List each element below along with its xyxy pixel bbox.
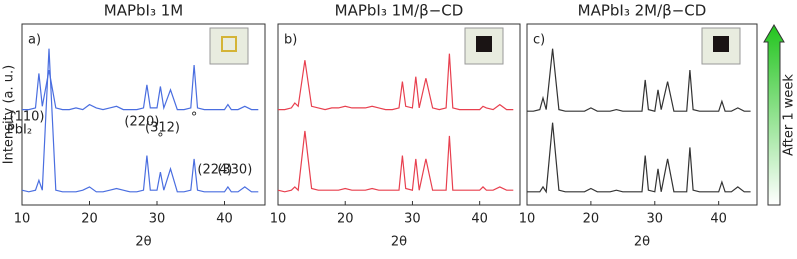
panel-label: a) — [28, 33, 41, 48]
inset-film — [713, 36, 729, 52]
x-tick-label: 30 — [149, 212, 166, 227]
x-tick-label: 30 — [404, 212, 421, 227]
chart-title: MAPbI₃ 1M/β−CD — [335, 2, 464, 20]
peak-annotation: ° — [191, 111, 198, 126]
x-tick-label: 40 — [710, 212, 727, 227]
chart-title: MAPbI₃ 2M/β−CD — [578, 2, 707, 20]
y-axis-label: Intensity (a. u.) — [2, 65, 17, 164]
x-tick-label: 10 — [519, 212, 536, 227]
peak-annotation: (312) — [145, 121, 180, 136]
x-tick-label: 20 — [81, 212, 98, 227]
x-tick-label: 20 — [583, 212, 600, 227]
panel-label: b) — [284, 33, 297, 48]
inset-film — [476, 36, 492, 52]
x-axis-label: 2θ — [135, 235, 151, 250]
peak-annotation: (220) — [124, 115, 159, 130]
plot-frame — [277, 23, 521, 206]
plot-frame — [21, 23, 266, 206]
spectrum-line — [278, 53, 514, 111]
x-tick-label: 10 — [14, 212, 31, 227]
spectrum-line — [277, 130, 514, 193]
peak-annotation: (110) — [10, 110, 45, 125]
peak-annotation: ° — [157, 132, 164, 147]
peak-annotation: (330) — [217, 163, 252, 178]
x-tick-label: 40 — [216, 212, 233, 227]
inset-film — [221, 36, 237, 52]
spectrum-line — [22, 65, 259, 111]
spectrum-line — [527, 122, 751, 194]
x-tick-label: 40 — [471, 212, 488, 227]
x-tick-label: 10 — [270, 212, 287, 227]
x-tick-label: 20 — [337, 212, 354, 227]
x-axis-label: 2θ — [634, 235, 650, 250]
arrow-label: After 1 week — [782, 74, 797, 156]
chart-title: MAPbI₃ 1M — [104, 2, 183, 20]
spectrum-line — [527, 48, 751, 112]
time-arrow — [763, 24, 785, 206]
peak-annotation: PbI₂ — [7, 123, 32, 138]
spectrum-line — [21, 48, 259, 193]
inset-photo — [209, 27, 249, 65]
x-tick-label: 30 — [647, 212, 664, 227]
panel-label: c) — [533, 33, 545, 48]
plot-frame — [526, 23, 758, 206]
x-axis-label: 2θ — [391, 235, 407, 250]
peak-annotation: (224) — [197, 163, 232, 178]
